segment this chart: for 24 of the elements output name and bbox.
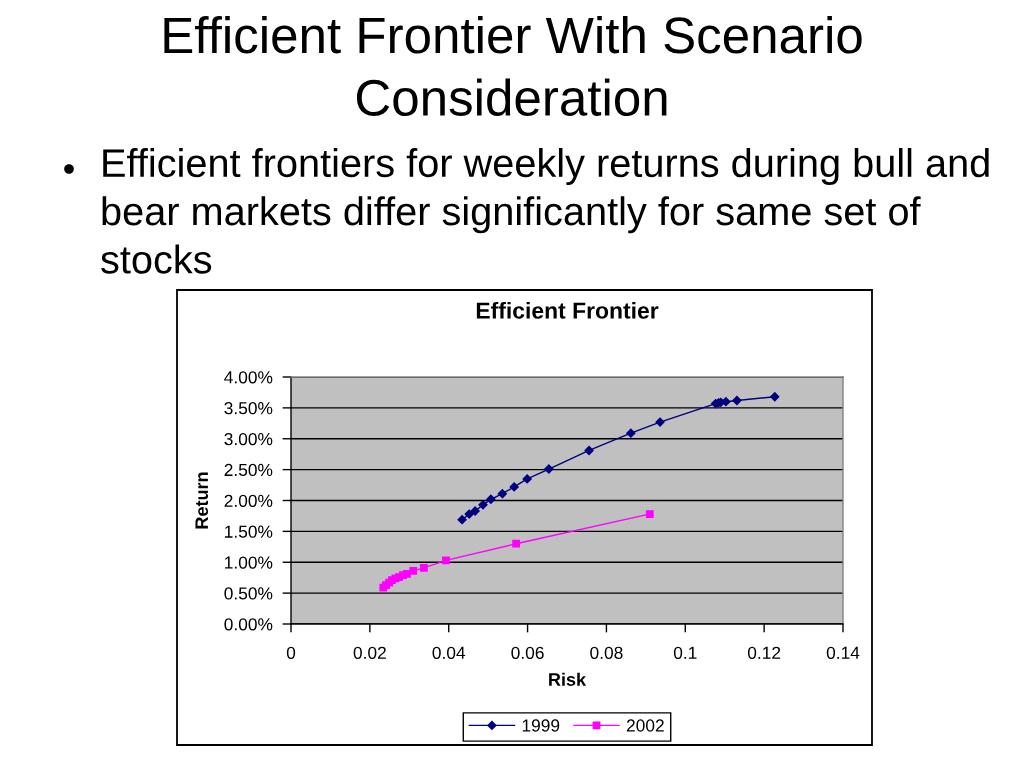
y-tick-label: 0.50% <box>224 587 273 600</box>
x-tick-label: 0.04 <box>432 646 466 659</box>
y-tick-label: 1.00% <box>225 556 273 569</box>
x-tick-label: 0.12 <box>747 646 781 659</box>
legend-label: 2002 <box>626 719 664 732</box>
x-tick-label: 0.1 <box>673 646 697 659</box>
y-tick-label: 3.00% <box>224 432 273 446</box>
legend-label: 1999 <box>522 719 560 732</box>
x-tick-label: 0.02 <box>353 646 386 659</box>
x-tick-label: 0.14 <box>826 646 860 659</box>
y-tick-label: 2.50% <box>224 463 273 477</box>
y-tick-label: 3.50% <box>224 402 273 415</box>
x-axis-title: Risk <box>549 672 587 686</box>
y-tick-label: 4.00% <box>224 371 273 384</box>
y-tick-label: 0.00% <box>224 618 273 631</box>
y-tick-label: 1.50% <box>225 525 273 538</box>
chart-title: Efficient Frontier <box>476 301 659 319</box>
x-tick-label: 0.08 <box>590 646 623 659</box>
text: Efficient frontiers for weekly returns during bull and bear markets differ significantly for same set of stocks <box>101 148 989 274</box>
y-axis-title: Return <box>195 472 209 529</box>
text: Efficient Frontier With Scenario Consideration <box>164 16 862 116</box>
y-tick-label: 2.00% <box>224 494 273 507</box>
x-tick-label: 0.06 <box>511 646 544 659</box>
x-tick-label: 0 <box>286 646 296 659</box>
